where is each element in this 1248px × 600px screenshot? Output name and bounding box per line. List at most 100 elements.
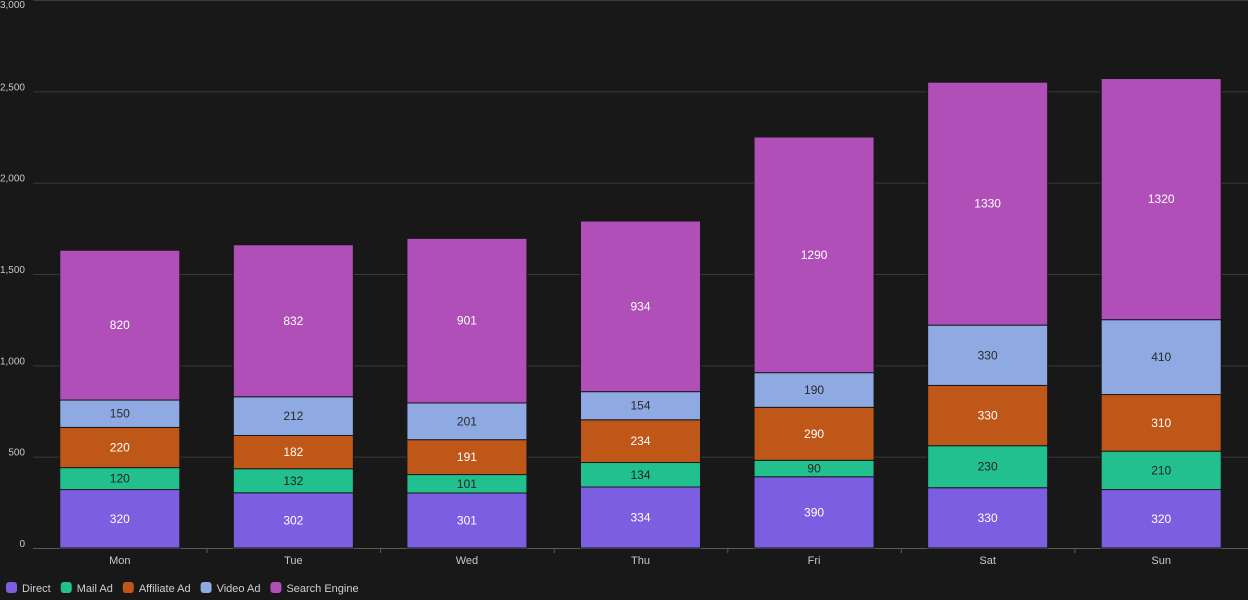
- legend: Direct Mail Ad Affiliate Ad Video Ad Search …: [6, 582, 359, 595]
- bar-segment[interactable]: [406, 492, 528, 549]
- bar-value-label: 410: [1151, 350, 1171, 364]
- bars: 320 120 220 150 820 302 132 182 212 832 301 101 191 2…: [59, 78, 1222, 549]
- bar-segment[interactable]: [59, 426, 181, 469]
- y-tick-label: 2,500: [0, 82, 25, 93]
- y-axis: 0 500 1,000 1,500 2,000 2,500 3,000: [0, 0, 25, 550]
- legend-swatch: [122, 582, 134, 593]
- bar-segment[interactable]: [927, 324, 1049, 386]
- legend-item[interactable]: Direct: [6, 582, 51, 595]
- bar-value-label: 1330: [974, 197, 1001, 211]
- legend-label: Affiliate Ad: [139, 583, 191, 595]
- bar-segment[interactable]: [580, 220, 701, 393]
- x-tick-label: Sun: [1151, 555, 1171, 567]
- bar-segment[interactable]: [753, 136, 875, 374]
- legend-item[interactable]: Search Engine: [270, 582, 359, 595]
- bar-value-label: 234: [630, 434, 650, 448]
- y-tick-label: 1,000: [0, 356, 25, 367]
- legend-swatch: [6, 582, 17, 593]
- x-tick-label: Mon: [109, 555, 130, 567]
- y-tick-label: 0: [19, 539, 25, 550]
- bar-segment[interactable]: [580, 419, 701, 464]
- bar-value-label: 132: [283, 474, 303, 488]
- bar-segment[interactable]: [1100, 319, 1222, 396]
- bar-segment[interactable]: [580, 391, 701, 421]
- bar-value-label: 820: [110, 318, 130, 332]
- x-axis: Mon Tue Wed Thu Fri Sat Sun: [33, 548, 1248, 567]
- bar-value-label: 154: [630, 399, 650, 413]
- bar-value-label: 191: [457, 450, 477, 464]
- bar-value-label: 1320: [1148, 192, 1175, 206]
- bar-segment[interactable]: [1100, 394, 1222, 452]
- x-tick-label: Sat: [979, 555, 996, 567]
- legend-label: Video Ad: [217, 583, 261, 595]
- bar-segment[interactable]: [232, 492, 354, 549]
- bar-segment[interactable]: [406, 237, 528, 404]
- bar-value-label: 290: [804, 427, 824, 441]
- bar-value-label: 230: [978, 460, 998, 474]
- y-tick-label: 500: [8, 448, 25, 459]
- bar-segment[interactable]: [753, 476, 875, 549]
- legend-swatch: [60, 582, 72, 593]
- bar-value-label: 330: [978, 348, 998, 362]
- bar-segment[interactable]: [580, 462, 701, 488]
- bar-value-label: 101: [457, 477, 477, 491]
- x-tick-label: Wed: [456, 555, 478, 567]
- bar-segment[interactable]: [1100, 489, 1222, 549]
- bar-value-label: 212: [283, 409, 303, 423]
- bar-value-label: 334: [630, 510, 650, 524]
- legend-swatch: [270, 582, 282, 593]
- bar-segment[interactable]: [1100, 78, 1222, 321]
- bar-value-label: 310: [1151, 416, 1171, 430]
- y-tick-label: 1,500: [0, 265, 25, 276]
- bar-value-label: 120: [110, 472, 130, 486]
- bar-value-label: 210: [1151, 463, 1171, 477]
- bar-value-label: 1290: [801, 248, 828, 262]
- bar-segment[interactable]: [580, 486, 701, 549]
- bar-value-label: 320: [110, 512, 130, 526]
- bar-segment[interactable]: [1100, 450, 1222, 491]
- y-tick-label: 2,000: [0, 174, 25, 185]
- bar-segment[interactable]: [927, 445, 1049, 489]
- x-tick-label: Fri: [808, 555, 821, 567]
- bar-value-label: 832: [283, 314, 303, 328]
- x-tick-label: Tue: [284, 555, 303, 567]
- bar-value-label: 901: [457, 314, 477, 328]
- bar-segment[interactable]: [927, 384, 1049, 447]
- bar-value-label: 301: [457, 514, 477, 528]
- bar-value-label: 190: [804, 383, 824, 397]
- legend-label: Mail Ad: [77, 583, 113, 595]
- bar-value-label: 390: [804, 505, 824, 519]
- bar-segment[interactable]: [927, 487, 1049, 549]
- bar-segment[interactable]: [753, 406, 875, 461]
- bar-segment[interactable]: [59, 489, 181, 549]
- legend-swatch: [200, 582, 212, 593]
- bar-value-label: 182: [283, 445, 303, 459]
- legend-item[interactable]: Mail Ad: [60, 582, 113, 595]
- x-tick-label: Thu: [631, 555, 650, 567]
- bar-segment[interactable]: [406, 439, 528, 476]
- legend-label: Direct: [22, 583, 51, 595]
- bar-segment[interactable]: [406, 402, 528, 441]
- bar-value-label: 90: [807, 462, 821, 476]
- legend-label: Search Engine: [286, 583, 358, 595]
- legend-item[interactable]: Video Ad: [200, 582, 261, 595]
- bar-segment[interactable]: [59, 399, 181, 428]
- bar-segment[interactable]: [59, 249, 181, 401]
- bar-value-label: 934: [630, 299, 650, 313]
- bar-value-label: 330: [978, 409, 998, 423]
- bar-value-label: 220: [110, 441, 130, 455]
- bar-value-label: 134: [630, 468, 650, 482]
- legend-item[interactable]: Affiliate Ad: [122, 582, 191, 595]
- bar-value-label: 302: [283, 513, 303, 527]
- bar-segment[interactable]: [232, 468, 354, 494]
- bar-segment[interactable]: [232, 396, 354, 436]
- bar-segment[interactable]: [927, 81, 1049, 326]
- bar-value-label: 330: [978, 511, 998, 525]
- bar-value-label: 320: [1151, 512, 1171, 526]
- bar-value-label: 201: [457, 414, 477, 428]
- y-tick-label: 3,000: [0, 0, 25, 11]
- bar-segment[interactable]: [232, 244, 354, 398]
- bar-value-label: 150: [110, 407, 130, 421]
